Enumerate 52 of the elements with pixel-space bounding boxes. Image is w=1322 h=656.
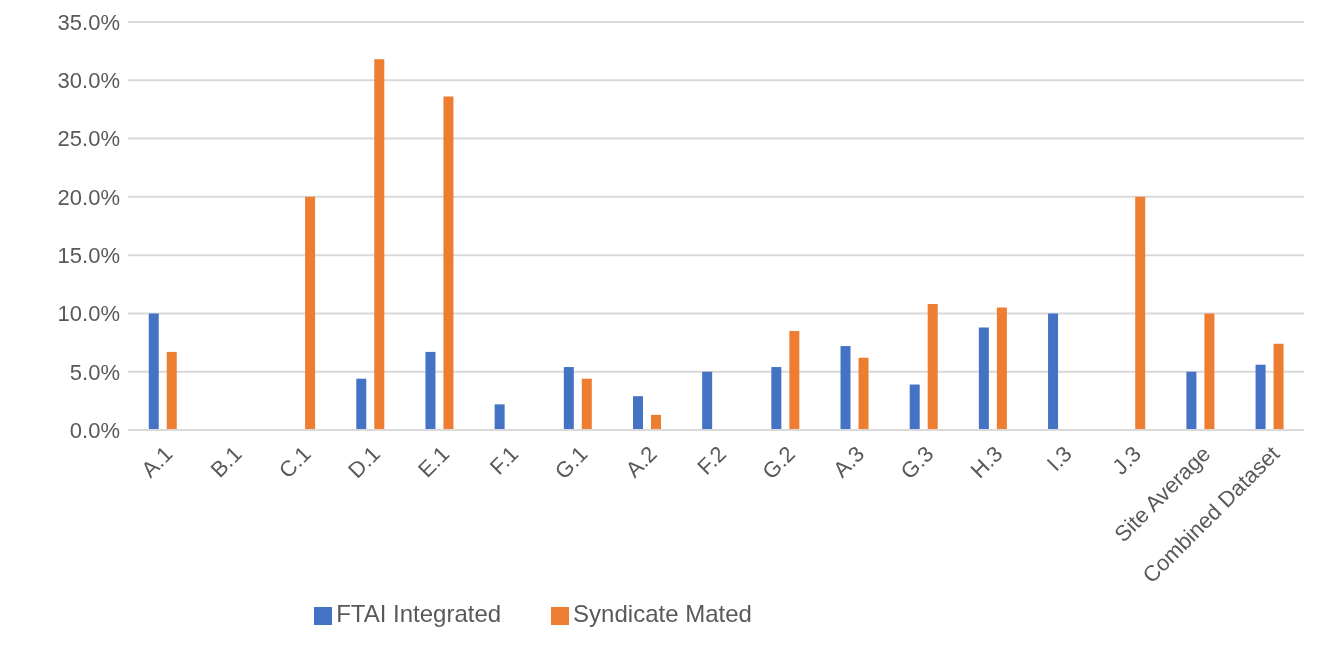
x-tick-label: I.3 xyxy=(1041,441,1077,477)
x-tick-label: F.2 xyxy=(692,441,731,480)
bar xyxy=(909,384,920,430)
x-tick-label: A.1 xyxy=(136,441,178,483)
x-tick-label: F.1 xyxy=(484,441,524,480)
y-tick-label: 25.0% xyxy=(57,126,120,152)
y-tick-label: 5.0% xyxy=(69,359,120,385)
x-tick-label: A.2 xyxy=(620,441,662,483)
y-tick-label: 15.0% xyxy=(57,242,120,268)
bar xyxy=(858,357,869,430)
bar xyxy=(632,396,643,430)
bar xyxy=(1135,196,1146,430)
x-tick-label: A.3 xyxy=(828,441,870,483)
x-tick-label: G.3 xyxy=(895,441,939,484)
x-tick-label: G.1 xyxy=(549,441,593,484)
x-tick-label: H.3 xyxy=(965,441,1008,484)
bar xyxy=(650,414,661,430)
bar xyxy=(1204,313,1215,430)
bar xyxy=(978,327,989,430)
bar xyxy=(356,378,367,430)
x-tick-label: E.1 xyxy=(413,441,455,483)
y-tick-label: 10.0% xyxy=(57,301,120,327)
y-tick-label: 20.0% xyxy=(57,184,120,210)
bar xyxy=(996,307,1007,430)
legend-label: FTAI Integrated xyxy=(336,600,502,627)
y-tick-label: 35.0% xyxy=(57,9,120,35)
x-tick-label: B.1 xyxy=(205,441,247,483)
bar xyxy=(374,59,385,430)
bar xyxy=(148,313,159,430)
x-tick-label: C.1 xyxy=(273,441,316,484)
bar xyxy=(771,367,782,430)
bar xyxy=(305,196,316,430)
y-tick-label: 0.0% xyxy=(69,417,120,443)
bar xyxy=(702,371,713,430)
bar xyxy=(1048,313,1059,430)
bar xyxy=(425,351,436,430)
y-tick-label: 30.0% xyxy=(57,68,120,94)
bar xyxy=(581,378,592,430)
bar xyxy=(1273,343,1284,430)
legend-label: Syndicate Mated xyxy=(573,600,752,627)
bar xyxy=(166,351,177,430)
bar xyxy=(563,367,574,430)
bar xyxy=(494,404,505,430)
x-tick-label: D.1 xyxy=(343,441,385,484)
x-tick-label: J.3 xyxy=(1107,441,1146,480)
x-tick-label: G.2 xyxy=(757,441,801,484)
bar xyxy=(1186,371,1197,430)
bar xyxy=(1255,364,1266,430)
bar xyxy=(789,330,800,430)
bar xyxy=(840,346,851,430)
bar xyxy=(443,96,454,430)
bar xyxy=(927,304,938,430)
